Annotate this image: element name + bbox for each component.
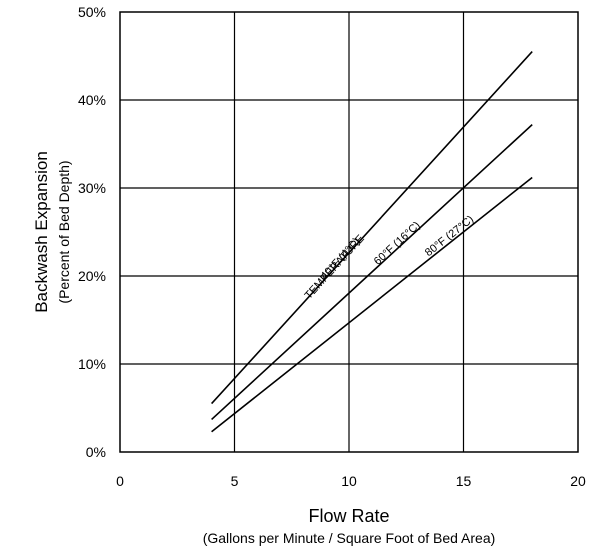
plot-frame bbox=[119, 11, 579, 453]
y-axis-sublabel: (Percent of Bed Depth) bbox=[56, 160, 72, 303]
x-tick-label: 10 bbox=[341, 473, 357, 489]
series-lines bbox=[211, 51, 533, 433]
series-line bbox=[211, 124, 533, 421]
y-tick-label: 30% bbox=[78, 180, 106, 196]
x-tick-label: 20 bbox=[570, 473, 586, 489]
series-line bbox=[211, 176, 533, 433]
y-tick-label: 50% bbox=[78, 4, 106, 20]
x-tick-label: 5 bbox=[231, 473, 239, 489]
x-tick-labels: 0 5 10 15 20 bbox=[116, 473, 586, 489]
y-tick-labels: 0% 10% 20% 30% 40% 50% bbox=[78, 4, 106, 460]
x-tick-label: 15 bbox=[456, 473, 472, 489]
y-axis-label: Backwash Expansion bbox=[32, 151, 51, 313]
y-tick-label: 40% bbox=[78, 92, 106, 108]
x-axis-label: Flow Rate bbox=[308, 506, 389, 526]
y-tick-label: 10% bbox=[78, 356, 106, 372]
series-line bbox=[211, 51, 533, 405]
y-tick-label: 20% bbox=[78, 268, 106, 284]
y-tick-label: 0% bbox=[86, 444, 106, 460]
x-axis-sublabel: (Gallons per Minute / Square Foot of Bed… bbox=[203, 530, 496, 546]
x-tick-label: 0 bbox=[116, 473, 124, 489]
